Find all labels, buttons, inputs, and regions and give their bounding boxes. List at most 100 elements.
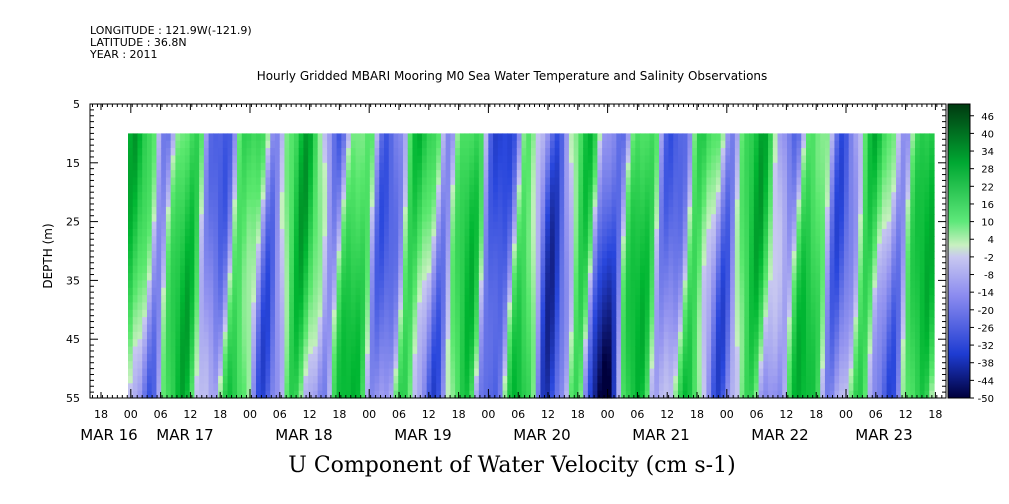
heatmap-cell bbox=[227, 339, 233, 348]
heatmap-cell bbox=[137, 324, 143, 333]
heatmap-cell bbox=[436, 236, 442, 245]
heatmap-cell bbox=[279, 273, 286, 281]
heatmap-cell bbox=[270, 339, 276, 348]
heatmap-cell bbox=[431, 177, 437, 186]
heatmap-cell bbox=[749, 331, 755, 340]
heatmap-cell bbox=[303, 214, 309, 223]
heatmap-cell bbox=[706, 214, 712, 223]
heatmap-cell bbox=[744, 287, 750, 296]
heatmap-cell bbox=[246, 324, 252, 333]
heatmap-cell bbox=[180, 368, 186, 377]
heatmap-cell bbox=[293, 390, 300, 399]
heatmap-cell bbox=[668, 148, 674, 157]
heatmap-cell bbox=[696, 295, 703, 304]
heatmap-cell bbox=[597, 199, 603, 208]
heatmap-cell bbox=[687, 214, 693, 223]
heatmap-cell bbox=[298, 368, 305, 377]
heatmap-cell bbox=[564, 155, 570, 164]
heatmap-cell bbox=[459, 309, 466, 318]
heatmap-cell bbox=[393, 155, 399, 164]
heatmap-cell bbox=[549, 258, 556, 267]
heatmap-cell bbox=[398, 258, 404, 267]
heatmap-cell bbox=[312, 133, 319, 142]
heatmap-cell bbox=[350, 309, 357, 318]
heatmap-cell bbox=[464, 265, 470, 274]
heatmap-cell bbox=[284, 192, 290, 201]
heatmap-cell bbox=[640, 192, 646, 201]
heatmap-cell bbox=[161, 331, 167, 340]
heatmap-cell bbox=[128, 184, 134, 193]
heatmap-cell bbox=[630, 170, 636, 179]
heatmap-cell bbox=[549, 199, 556, 208]
heatmap-cell bbox=[502, 353, 508, 362]
heatmap-cell bbox=[587, 324, 594, 333]
heatmap-cell bbox=[289, 324, 295, 333]
heatmap-cell bbox=[232, 317, 238, 326]
heatmap-cell bbox=[592, 390, 598, 399]
heatmap-cell bbox=[545, 177, 551, 186]
heatmap-cell bbox=[630, 346, 636, 355]
heatmap-cell bbox=[478, 170, 485, 179]
heatmap-cell bbox=[194, 177, 200, 186]
heatmap-cell bbox=[772, 184, 779, 193]
heatmap-cell bbox=[365, 228, 371, 237]
heatmap-cell bbox=[450, 339, 456, 348]
heatmap-cell bbox=[711, 243, 717, 252]
heatmap-cell bbox=[170, 346, 177, 355]
heatmap-cell bbox=[260, 375, 267, 384]
heatmap-cell bbox=[227, 192, 233, 201]
heatmap-cell bbox=[545, 184, 551, 193]
heatmap-cell bbox=[564, 390, 570, 399]
heatmap-cell bbox=[331, 280, 338, 289]
heatmap-cell bbox=[474, 258, 480, 267]
heatmap-cell bbox=[635, 331, 641, 340]
heatmap-cell bbox=[635, 390, 641, 399]
heatmap-cell bbox=[156, 133, 162, 142]
heatmap-cell bbox=[540, 375, 546, 384]
heatmap-cell bbox=[474, 192, 480, 201]
heatmap-cell bbox=[677, 273, 684, 281]
heatmap-cell bbox=[175, 140, 181, 149]
heatmap-cell bbox=[355, 228, 361, 237]
heatmap-cell bbox=[772, 324, 779, 333]
heatmap-cell bbox=[237, 251, 243, 259]
heatmap-cell bbox=[436, 346, 442, 355]
heatmap-cell bbox=[606, 375, 613, 384]
heatmap-cell bbox=[768, 383, 774, 392]
heatmap-cell bbox=[739, 361, 745, 370]
heatmap-cell bbox=[293, 221, 300, 230]
heatmap-cell bbox=[165, 302, 172, 311]
heatmap-cell bbox=[398, 383, 404, 392]
heatmap-cell bbox=[535, 346, 542, 355]
heatmap-cell bbox=[455, 368, 461, 377]
heatmap-cell bbox=[165, 184, 172, 193]
heatmap-cell bbox=[336, 192, 342, 201]
heatmap-cell bbox=[493, 295, 499, 304]
heatmap-cell bbox=[402, 192, 409, 201]
heatmap-cell bbox=[241, 361, 248, 370]
heatmap-cell bbox=[284, 155, 290, 164]
heatmap-cell bbox=[739, 265, 745, 274]
heatmap-cell bbox=[715, 236, 722, 245]
heatmap-cell bbox=[725, 221, 731, 230]
heatmap-cell bbox=[701, 295, 708, 304]
heatmap-cell bbox=[616, 273, 622, 281]
heatmap-cell bbox=[540, 287, 546, 296]
heatmap-cell bbox=[564, 361, 570, 370]
heatmap-cell bbox=[161, 295, 167, 304]
heatmap-cell bbox=[165, 258, 172, 267]
heatmap-cell bbox=[374, 375, 380, 384]
heatmap-cell bbox=[142, 206, 148, 215]
heatmap-cell bbox=[384, 361, 390, 370]
heatmap-cell bbox=[692, 148, 698, 157]
heatmap-cell bbox=[512, 192, 518, 201]
heatmap-cell bbox=[336, 317, 342, 326]
heatmap-cell bbox=[322, 287, 328, 296]
heatmap-cell bbox=[554, 184, 561, 193]
heatmap-cell bbox=[469, 339, 475, 348]
heatmap-cell bbox=[384, 236, 390, 245]
heatmap-cell bbox=[175, 280, 181, 289]
heatmap-cell bbox=[346, 155, 352, 164]
heatmap-cell bbox=[270, 221, 276, 230]
heatmap-cell bbox=[398, 148, 404, 157]
